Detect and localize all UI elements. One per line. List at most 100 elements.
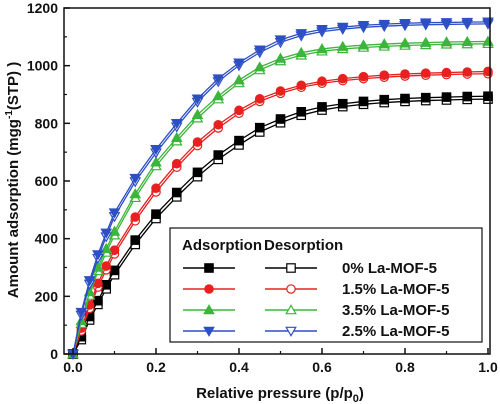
adsorption-point <box>101 280 111 290</box>
adsorption-point <box>100 228 113 239</box>
adsorption-point <box>462 91 473 102</box>
adsorption-point <box>317 102 327 112</box>
adsorption-point <box>483 66 493 77</box>
series-group <box>68 66 493 359</box>
x-axis-label-main: Relative pressure (p/p <box>196 385 353 402</box>
y-axis-label-sup: -1 <box>4 110 15 119</box>
y-tick-label: 1200 <box>27 0 58 16</box>
adsorption-point <box>337 73 348 84</box>
x-axis-label-sub: 0 <box>353 393 359 404</box>
x-tick-label: 0.0 <box>63 359 83 375</box>
x-tick-label: 0.8 <box>395 359 415 375</box>
adsorption-point <box>379 94 390 105</box>
legend-box: Adsorption Desorption 0% La-MOF-5 1.5% La… <box>169 227 483 343</box>
adsorption-point <box>336 22 349 33</box>
adsorption-point <box>420 68 431 78</box>
adsorption-point <box>441 92 452 102</box>
legend-header-desorption: Desorption <box>264 237 343 254</box>
adsorption-point <box>130 235 141 245</box>
adsorption-point <box>358 96 369 107</box>
y-tick-label: 600 <box>35 173 59 189</box>
adsorption-point <box>296 106 307 117</box>
adsorption-point <box>461 35 474 47</box>
adsorption-point <box>150 156 162 167</box>
adsorption-point <box>440 18 453 29</box>
adsorption-point <box>212 90 225 101</box>
adsorption-point <box>233 74 245 85</box>
desorption-line <box>72 23 489 355</box>
adsorption-point <box>378 38 391 49</box>
legend-entry: 0% La-MOF-5 <box>183 260 437 277</box>
x-axis-label: Relative pressure (p/p0) <box>196 385 364 404</box>
adsorption-point <box>109 265 120 276</box>
legend-series-label: 2.5% La-MOF-5 <box>342 323 450 340</box>
legend-entry: 3.5% La-MOF-5 <box>183 302 450 319</box>
adsorption-point <box>295 46 308 57</box>
y-tick-label: 200 <box>35 288 59 304</box>
adsorption-point <box>419 36 432 47</box>
adsorption-point <box>378 19 391 31</box>
adsorption-point <box>357 21 370 32</box>
adsorption-point <box>93 295 103 306</box>
adsorption-point <box>130 212 141 222</box>
x-tick-label: 0.6 <box>312 359 332 375</box>
adsorption-point <box>100 242 113 254</box>
adsorption-point <box>379 70 390 80</box>
adsorption-point <box>170 131 183 143</box>
adsorption-point <box>358 71 369 82</box>
adsorption-point <box>275 114 286 124</box>
adsorption-point <box>274 35 287 46</box>
y-tick-label: 1000 <box>27 58 58 74</box>
legend-entries-layer: 0% La-MOF-5 1.5% La-MOF-5 3.5% La-MOF-5 2.5… <box>183 260 450 340</box>
adsorption-point <box>150 144 162 156</box>
legend-adsorption-marker <box>203 304 215 315</box>
legend-entry: 2.5% La-MOF-5 <box>183 323 450 340</box>
adsorption-point <box>212 74 225 85</box>
legend-series-label: 3.5% La-MOF-5 <box>342 302 450 319</box>
x-tick-label: 0.2 <box>146 359 166 375</box>
adsorption-point <box>440 36 453 47</box>
legend-frame <box>169 227 483 343</box>
adsorption-point <box>213 119 224 130</box>
adsorption-point <box>483 91 493 102</box>
adsorption-point <box>171 158 182 169</box>
adsorption-point <box>101 261 111 271</box>
adsorption-point <box>336 40 349 51</box>
adsorption-point <box>400 69 410 79</box>
y-axis-label-tail: (STP) ) <box>5 62 22 110</box>
y-axis-label: Amount adsorption (mgg-1(STP) ) <box>4 62 22 298</box>
adsorption-point <box>83 276 96 287</box>
adsorption-point <box>234 135 244 146</box>
adsorption-point <box>151 183 161 194</box>
adsorption-point <box>295 29 308 40</box>
series-group <box>67 17 494 360</box>
adsorption-point <box>399 37 411 48</box>
adsorption-point <box>234 105 244 116</box>
adsorption-point <box>317 76 327 87</box>
adsorption-point <box>316 25 328 36</box>
legend-desorption-marker <box>285 304 297 315</box>
legend-adsorption-marker <box>204 284 214 294</box>
adsorption-point <box>254 122 265 133</box>
adsorption-point <box>316 43 328 54</box>
adsorption-point <box>75 307 88 319</box>
adsorption-point <box>191 94 204 105</box>
legend-adsorption-marker <box>204 263 214 273</box>
adsorption-point <box>274 52 287 63</box>
legend-adsorption-marker <box>203 326 215 337</box>
adsorption-point <box>254 94 265 104</box>
adsorption-point <box>108 208 121 219</box>
y-tick-label: 800 <box>35 115 59 131</box>
adsorption-point <box>337 98 348 109</box>
series-group <box>68 91 493 359</box>
adsorption-point <box>253 45 266 56</box>
adsorption-point <box>151 209 161 219</box>
x-tick-label: 0.4 <box>229 359 249 375</box>
legend-series-label: 0% La-MOF-5 <box>342 260 437 277</box>
adsorption-point <box>191 108 204 119</box>
adsorption-point <box>192 167 203 178</box>
adsorption-point <box>357 39 370 50</box>
adsorption-point <box>275 86 286 96</box>
adsorption-point <box>420 92 431 103</box>
